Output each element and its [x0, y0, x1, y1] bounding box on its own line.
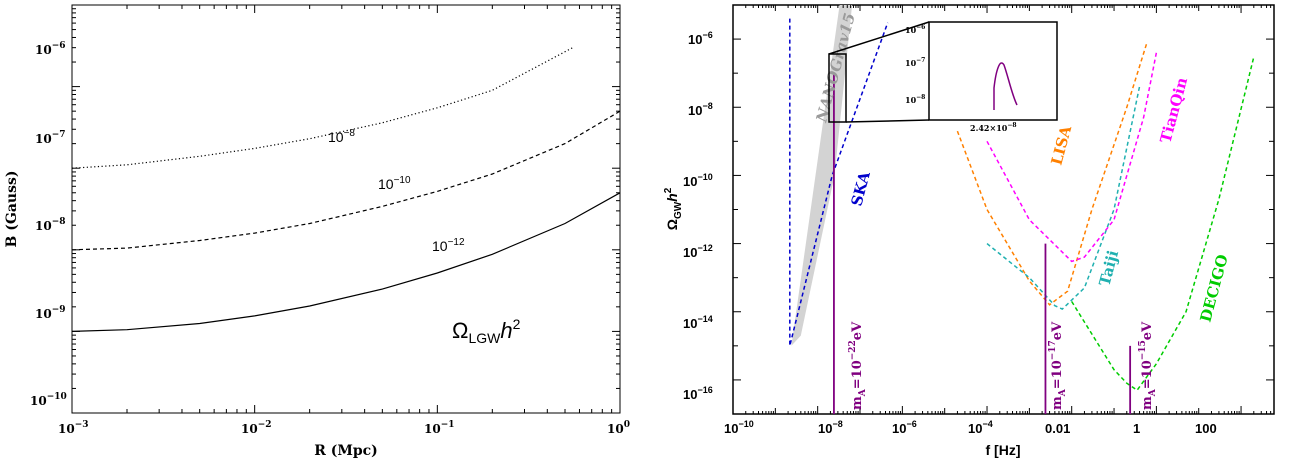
right-xtick-1e-8: 10−8	[818, 419, 843, 436]
left-ytick-1e-6: 10−6	[35, 41, 66, 57]
inset-frame	[928, 21, 1058, 121]
right-xtick-0.01: 0.01	[1045, 421, 1070, 436]
right-ytick-1e-16: 10−16	[683, 385, 713, 402]
right-xtick-1e-10: 10−10	[724, 419, 754, 436]
inset-ytick-1e-6: 10−6	[905, 24, 925, 35]
contour-10^-12	[71, 192, 621, 332]
right-xtick-1: 1	[1133, 421, 1140, 436]
sensitivity-curves	[789, 18, 1255, 392]
curve-label-1e-12: 10−12	[432, 237, 465, 254]
zoom-connector-top	[828, 21, 930, 55]
left-xtick-1e-3: 10−3	[58, 420, 89, 436]
right-ytick-1e-6: 10−6	[688, 30, 713, 47]
contour-10^-10	[71, 110, 621, 251]
zoom-inset: 10−6 10−7 10−8 2.42×10−8	[828, 21, 1058, 133]
right-y-axis-label: ΩGWh2	[663, 187, 684, 230]
right-panel: 10−6 10−8 10−10 10−12 10−14 10−16 10−10 …	[663, 4, 1275, 458]
right-xtick-1e-6: 10−6	[892, 419, 917, 436]
left-ytick-1e-10: 10−10	[30, 392, 67, 408]
right-ytick-1e-8: 10−8	[688, 101, 713, 118]
right-ytick-1e-10: 10−10	[683, 172, 713, 189]
right-x-axis-label: f [Hz]	[986, 442, 1021, 458]
mass-label-1e-15: mA=10−15eV	[1138, 321, 1158, 410]
inset-xtick: 2.42×10−8	[970, 122, 1017, 133]
left-xtick-1e0: 100	[607, 420, 630, 436]
right-xtick-100: 100	[1195, 421, 1217, 436]
sensitivity-lisa	[956, 42, 1148, 306]
mass-label-1e-17: mA=10−17eV	[1048, 321, 1068, 410]
mass-label-1e-22: mA=10−22eV	[848, 321, 868, 410]
zoom-box	[828, 53, 847, 123]
left-xtick-1e-2: 10−2	[241, 420, 272, 436]
signal-lines	[833, 73, 1132, 414]
sensitivity-decigo	[1071, 56, 1255, 392]
left-curves	[71, 47, 621, 332]
sensitivity-tianqin	[986, 52, 1158, 263]
nanograv-region	[791, 5, 853, 346]
inset-ytick-1e-7: 10−7	[905, 57, 925, 68]
left-ytick-1e-9: 10−9	[35, 305, 66, 321]
left-y-axis-label: B (Gauss)	[4, 171, 20, 248]
left-ytick-1e-8: 10−8	[35, 217, 66, 233]
omega-lgw-annotation: ΩLGWh2	[452, 316, 521, 346]
right-xtick-1e-4: 10−4	[968, 419, 993, 436]
nanograv-shaded-area	[791, 5, 853, 346]
left-ytick-1e-7: 10−7	[35, 130, 66, 146]
right-ytick-1e-12: 10−12	[683, 243, 713, 260]
inset-signal-curve	[993, 62, 1018, 110]
curve-label-1e-10: 10−10	[378, 175, 411, 192]
left-xtick-1e-1: 10−1	[424, 420, 455, 436]
zoom-connector-bottom	[845, 119, 930, 123]
right-axis-ticks	[732, 5, 1275, 415]
inset-ytick-1e-8: 10−8	[905, 94, 925, 105]
left-x-axis-label: R (Mpc)	[314, 443, 378, 459]
left-plot-frame	[71, 4, 621, 414]
sensitivity-ska	[789, 18, 889, 346]
curve-label-1e-8: 10−8	[328, 128, 355, 145]
sensitivity-taiji	[986, 86, 1141, 310]
left-panel: 10−6 10−7 10−8 10−9 10−10 10−3 10−2 10−1…	[4, 4, 630, 459]
right-ytick-1e-14: 10−14	[683, 314, 713, 331]
